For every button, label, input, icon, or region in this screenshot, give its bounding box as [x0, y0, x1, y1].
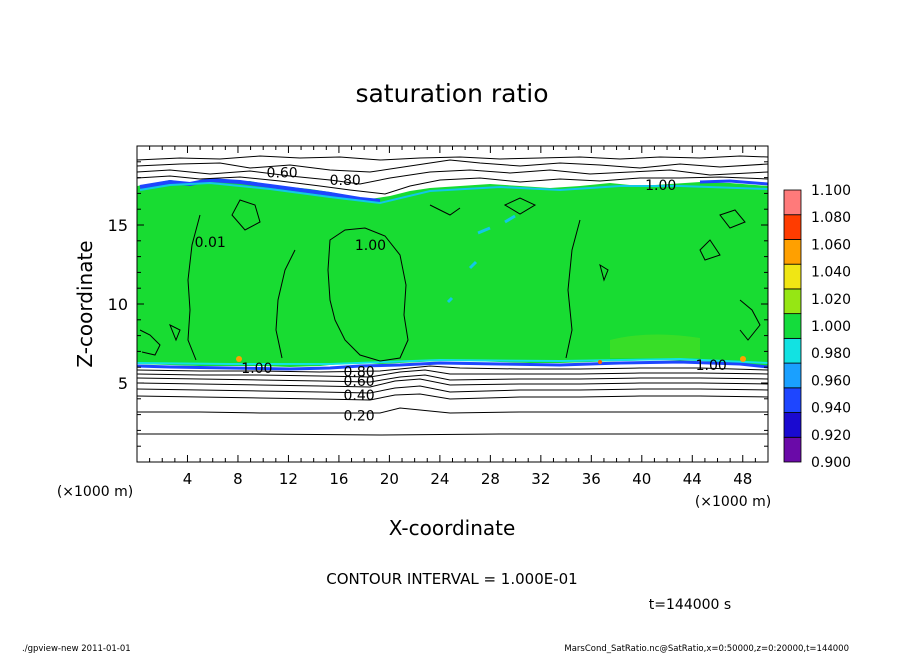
footer-right: MarsCond_SatRatio.nc@SatRatio,x=0:50000,…: [564, 644, 849, 654]
colorbar-label: 1.080: [811, 210, 851, 226]
colorbar-label: 0.980: [811, 346, 851, 362]
chart-title: saturation ratio: [355, 79, 548, 108]
x-tick-label: 20: [380, 470, 399, 488]
colorbar-label: 0.920: [811, 428, 851, 444]
y-tick-label: 10: [108, 295, 128, 314]
colorbar-label: 0.940: [811, 401, 851, 417]
contour-label: 0.01: [195, 235, 226, 251]
colorbar: 0.900 0.920 0.940 0.960 0.980 1.000 1.020 1.040…: [783, 183, 851, 471]
contour-label: 1.00: [696, 358, 727, 374]
cloud-contours: [139, 197, 761, 362]
x-tick-label: 40: [632, 470, 651, 488]
contour-interval-label: CONTOUR INTERVAL = 1.000E-01: [326, 570, 577, 588]
cyan-streaks: [446, 214, 516, 304]
x-tick-label: 8: [233, 470, 243, 488]
colorbar-swatch: [783, 362, 802, 389]
orange-spot: [598, 360, 602, 364]
y-axis-label: Z-coordinate: [73, 240, 97, 367]
contour-label: 0.80: [330, 173, 361, 189]
colorbar-swatch: [783, 214, 802, 240]
colorbar-label: 1.060: [811, 237, 851, 253]
contour-label: 0.80: [344, 364, 375, 380]
contour-label: 0.60: [344, 374, 375, 390]
x-tick-label: 12: [279, 470, 298, 488]
colorbar-label: 1.000: [811, 319, 851, 335]
colorbar-swatch: [783, 263, 802, 290]
time-label: t=144000 s: [649, 597, 731, 613]
y-tick-label: 15: [108, 216, 128, 235]
colorbar-label: 1.040: [811, 265, 851, 281]
y-unit-label: (×1000 m): [57, 484, 133, 500]
colorbar-swatch: [783, 337, 802, 364]
orange-spot: [740, 356, 746, 362]
patch-yellowgreen: [610, 334, 700, 358]
x-tick-label: 28: [481, 470, 500, 488]
contour-labels: 0.60 0.80 1.000.01 1.001.00 1.000.800.600.40…: [195, 165, 727, 424]
colorbar-swatch: [783, 387, 802, 413]
x-axis-label: X-coordinate: [389, 516, 516, 540]
colorbar-swatch: [783, 412, 802, 438]
x-tick-label: 24: [430, 470, 449, 488]
x-tick-label: 48: [733, 470, 752, 488]
y-tick-label: 5: [118, 374, 128, 393]
colorbar-label: 0.960: [811, 373, 851, 389]
contour-label: 0.40: [344, 388, 375, 404]
x-tick-label: 32: [531, 470, 550, 488]
lower-contours: [137, 365, 768, 436]
plot-area: [137, 146, 768, 462]
cloud-base-band: [137, 360, 768, 371]
x-tick-label: 4: [183, 470, 193, 488]
colorbar-swatch: [783, 436, 802, 463]
x-tick-label: 36: [582, 470, 601, 488]
cloud-top-band-right: [699, 179, 768, 186]
y-axis: 5 10 15: [108, 161, 768, 447]
x-axis: 4 8 12 16 20 24 28 32 36 40 44 48: [149, 146, 756, 488]
contour-label: 0.60: [267, 165, 298, 181]
colorbar-swatch: [783, 189, 802, 216]
x-tick-label: 44: [683, 470, 702, 488]
contour-label: 1.00: [241, 361, 272, 377]
colorbar-swatch: [783, 313, 802, 339]
contour-label: 0.20: [344, 409, 375, 425]
upper-contours: [137, 155, 768, 195]
x-unit-label: (×1000 m): [695, 494, 771, 510]
supersaturated-region: [137, 179, 768, 367]
colorbar-swatch: [783, 288, 802, 315]
contour-label: 1.00: [355, 238, 386, 254]
colorbar-swatch: [783, 239, 802, 265]
orange-spot: [236, 356, 242, 362]
contour-label: 1.00: [645, 178, 676, 194]
cloud-base-cyan: [137, 357, 768, 365]
colorbar-label: 1.020: [811, 292, 851, 308]
cloud-top-cyan: [139, 181, 768, 205]
cloud-top-band: [139, 177, 381, 203]
colorbar-label: 1.100: [811, 183, 851, 199]
colorbar-label: 0.900: [811, 455, 851, 471]
x-tick-label: 16: [329, 470, 348, 488]
footer-left: ./gpview-new 2011-01-01: [22, 644, 131, 654]
